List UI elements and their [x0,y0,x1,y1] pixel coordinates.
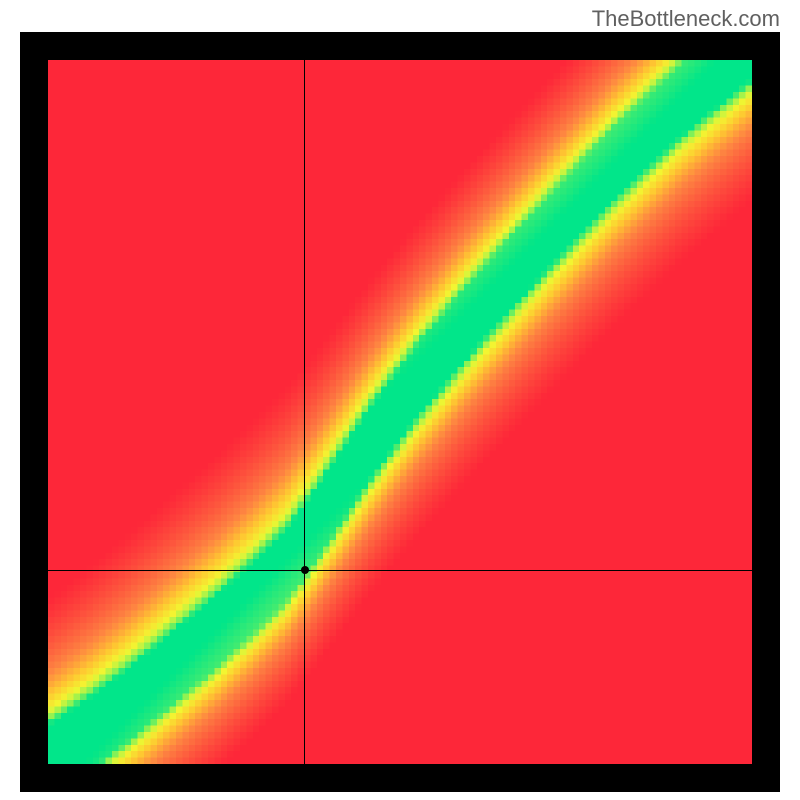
plot-area [20,32,780,792]
crosshair-horizontal [48,570,752,571]
chart-container: TheBottleneck.com [0,0,800,800]
crosshair-vertical [304,60,305,764]
heatmap-canvas [48,60,752,764]
crosshair-marker [301,566,309,574]
watermark-text: TheBottleneck.com [592,6,780,32]
heatmap-inner [48,60,752,764]
